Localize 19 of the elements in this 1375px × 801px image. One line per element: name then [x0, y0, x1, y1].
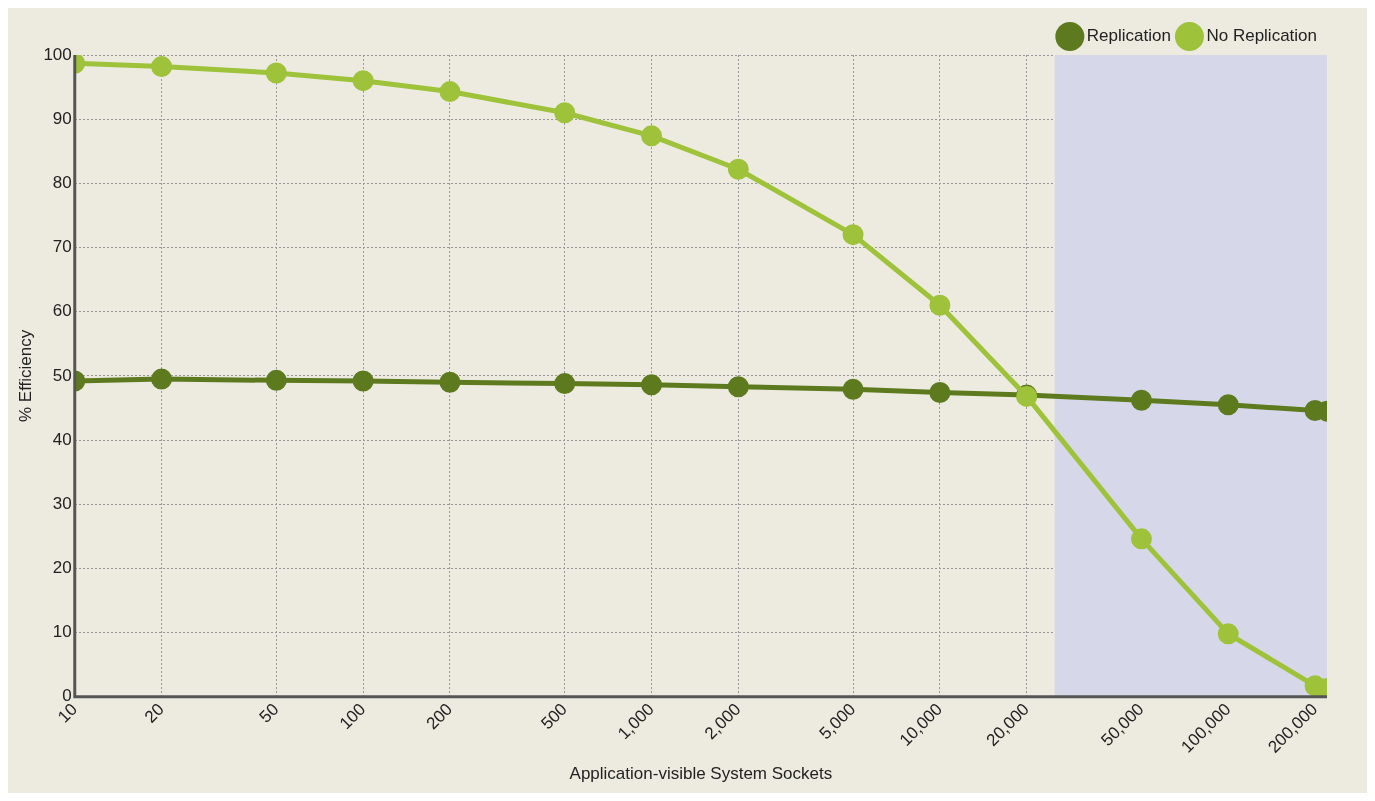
y-tick-label: 70	[52, 237, 72, 257]
x-tick-label: 20	[140, 699, 168, 727]
x-axis-title: Application-visible System Sockets	[569, 764, 833, 784]
y-tick-label: 50	[52, 365, 72, 385]
y-tick-label: 100	[43, 44, 72, 64]
x-tick-label: 200	[422, 699, 457, 734]
y-tick-label: 40	[52, 429, 72, 449]
y-tick-label: 10	[52, 622, 72, 642]
y-tick-label: 20	[52, 558, 72, 578]
y-tick-label: 90	[52, 108, 72, 128]
x-tick-label: 500	[537, 699, 571, 734]
legend-label: No Replication	[1206, 26, 1317, 46]
y-tick-label: 30	[52, 493, 72, 513]
legend-label: Replication	[1086, 26, 1171, 46]
y-tick-label: 80	[52, 173, 72, 193]
y-axis-title: % Efficiency	[15, 329, 35, 422]
x-tick-label: 100	[335, 699, 370, 734]
x-tick-label: 50	[255, 699, 283, 727]
y-tick-label: 60	[52, 301, 72, 321]
